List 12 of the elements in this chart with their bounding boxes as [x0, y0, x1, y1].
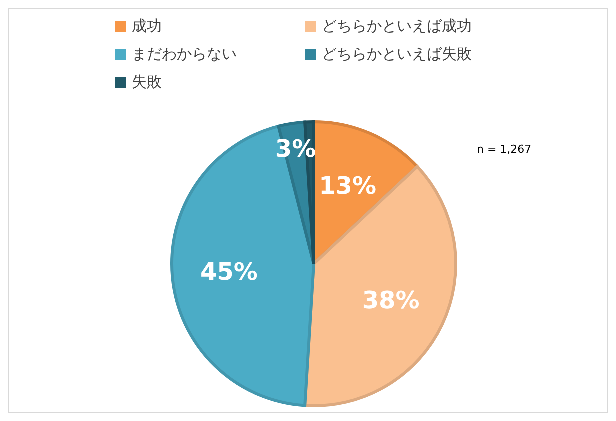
- legend-label: 成功: [132, 16, 162, 36]
- data-label: 38%: [362, 286, 420, 314]
- text: n = 1,267: [477, 143, 532, 156]
- data-label: 13%: [319, 172, 377, 200]
- legend-label: まだわからない: [132, 44, 237, 64]
- legend-label: どちらかといえば成功: [322, 16, 472, 36]
- data-label: 3%: [275, 134, 316, 163]
- pie-slice: [304, 165, 458, 408]
- data-label: 45%: [200, 258, 258, 286]
- legend-label: どちらかといえば失敗: [322, 44, 472, 64]
- legend-label: 失敗: [132, 72, 162, 92]
- pie-slice: [170, 124, 316, 408]
